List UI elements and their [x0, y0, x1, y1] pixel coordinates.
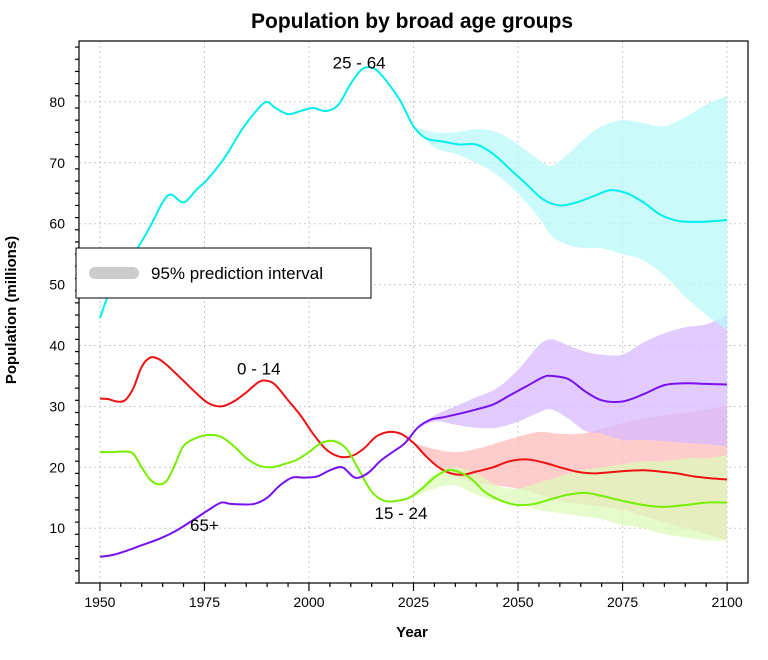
y-tick-label-50: 50 — [49, 277, 65, 293]
chart-title: Population by broad age groups — [251, 10, 573, 33]
line-25-64 — [98, 66, 728, 319]
y-tick-label-10: 10 — [49, 520, 65, 536]
y-tick-label-80: 80 — [49, 94, 65, 110]
line-0-14 — [99, 356, 728, 481]
band-15-24 — [413, 455, 728, 541]
y-tick-label-70: 70 — [49, 155, 65, 171]
legend: 95% prediction interval — [75, 247, 372, 299]
series-lines — [98, 66, 728, 558]
y-axis: 10 20 30 40 50 60 70 80 — [49, 46, 79, 584]
x-axis-title: Year — [396, 624, 428, 641]
x-tick-label-1975: 1975 — [189, 594, 220, 610]
line-65 — [99, 374, 728, 558]
y-tick-label-20: 20 — [49, 459, 65, 475]
series-label-0-14: 0 - 14 — [237, 360, 280, 379]
y-tick-label-30: 30 — [49, 398, 65, 414]
x-tick-label-1950: 1950 — [84, 594, 115, 610]
x-axis: 1950 1975 2000 2025 2050 2075 2100 — [84, 583, 743, 610]
x-tick-label-2075: 2075 — [607, 594, 638, 610]
series-label-65: 65+ — [190, 516, 219, 535]
x-tick-label-2050: 2050 — [502, 594, 533, 610]
x-tick-label-2100: 2100 — [712, 594, 743, 610]
line-15-24 — [99, 433, 728, 508]
y-tick-label-60: 60 — [49, 216, 65, 232]
series-label-25-64: 25 - 64 — [333, 53, 386, 72]
band-25-64 — [413, 95, 728, 331]
legend-label: 95% prediction interval — [151, 264, 323, 283]
y-axis-title: Population (millions) — [3, 236, 20, 384]
x-tick-label-2000: 2000 — [293, 594, 324, 610]
series-label-15-24: 15 - 24 — [374, 504, 427, 523]
series-labels: 25 - 64 0 - 14 15 - 24 65+ — [190, 53, 427, 535]
x-tick-label-2025: 2025 — [398, 594, 429, 610]
y-tick-label-40: 40 — [49, 337, 65, 353]
